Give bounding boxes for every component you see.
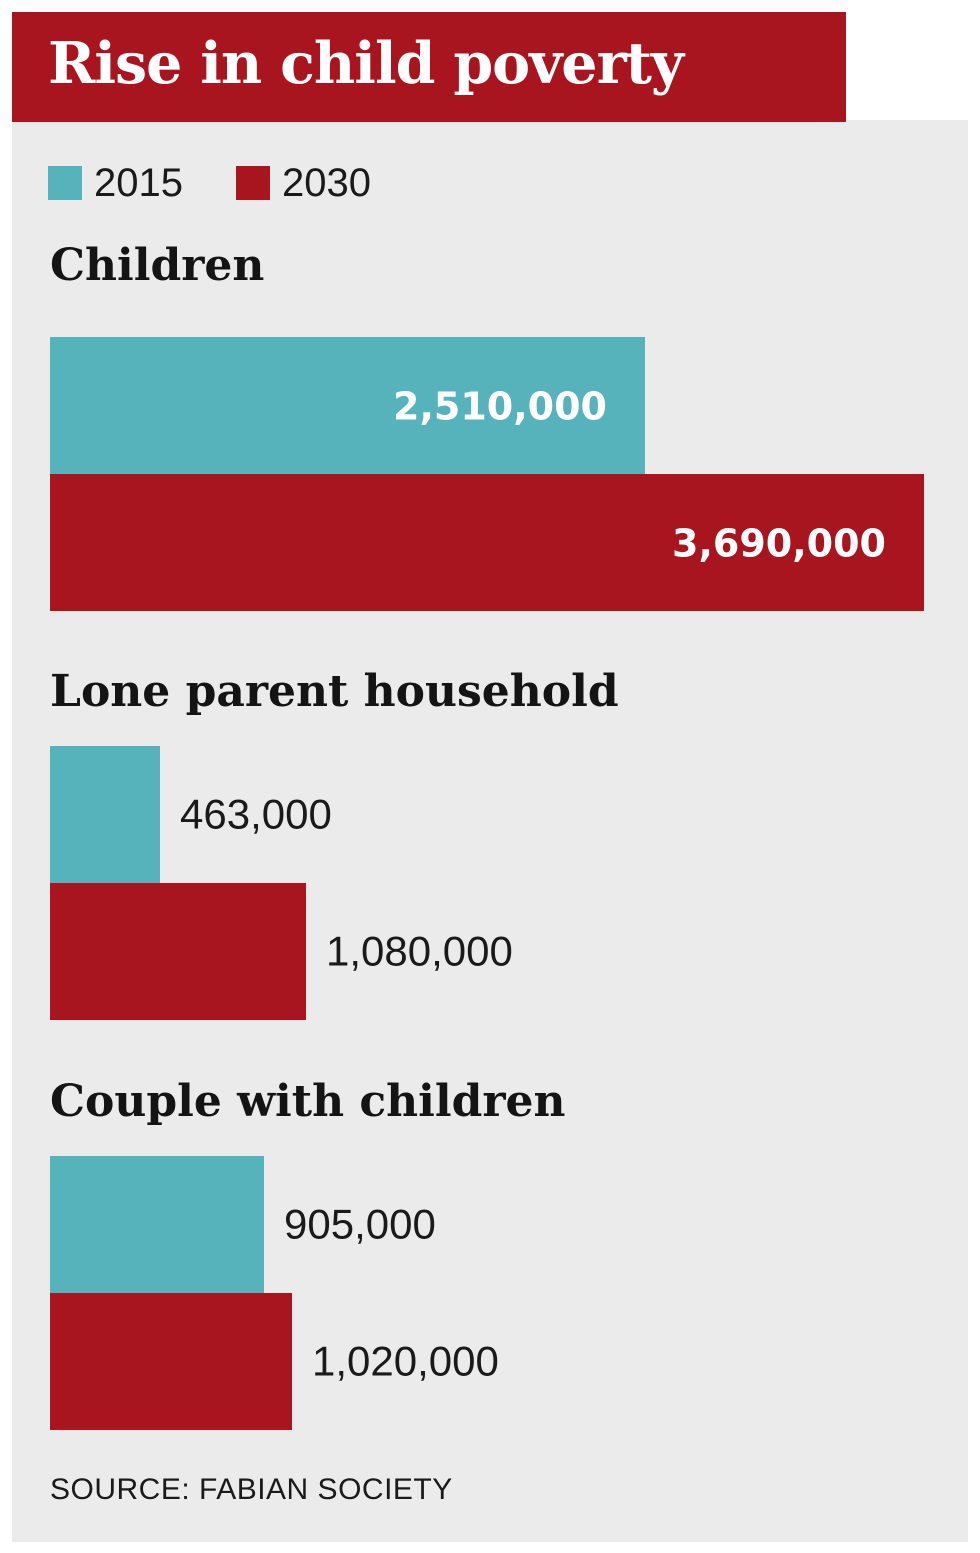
- bar-children-2015: [50, 337, 645, 474]
- bar-lone-parent-2015: [50, 746, 160, 883]
- legend-label-2015: 2015: [94, 161, 183, 205]
- legend-swatch-2015: [48, 166, 82, 200]
- value-label-couple-2030: 1,020,000: [312, 1338, 499, 1385]
- legend-item-2030: 2030: [236, 163, 371, 203]
- source-note: SOURCE: FABIAN SOCIETY: [50, 1473, 453, 1506]
- group-label-lone-parent: Lone parent household: [50, 666, 619, 717]
- bar-children-2030: [50, 474, 924, 611]
- bar-couple-2015: [50, 1156, 264, 1293]
- legend-swatch-2030: [236, 166, 270, 200]
- bar-couple-2030: [50, 1293, 292, 1430]
- title-bar: Rise in child poverty: [12, 12, 846, 122]
- group-label-children: Children: [50, 240, 265, 291]
- value-label-children-2015: 2,510,000: [393, 385, 607, 429]
- bar-lone-parent-2030: [50, 883, 306, 1020]
- value-label-lone-parent-2015: 463,000: [180, 791, 332, 838]
- value-label-lone-parent-2030: 1,080,000: [326, 928, 513, 975]
- legend-label-2030: 2030: [282, 161, 371, 205]
- legend-item-2015: 2015: [48, 163, 183, 203]
- value-label-couple-2015: 905,000: [284, 1201, 436, 1248]
- group-label-couple: Couple with children: [50, 1076, 566, 1127]
- chart-title: Rise in child poverty: [48, 30, 684, 97]
- value-label-children-2030: 3,690,000: [672, 522, 886, 566]
